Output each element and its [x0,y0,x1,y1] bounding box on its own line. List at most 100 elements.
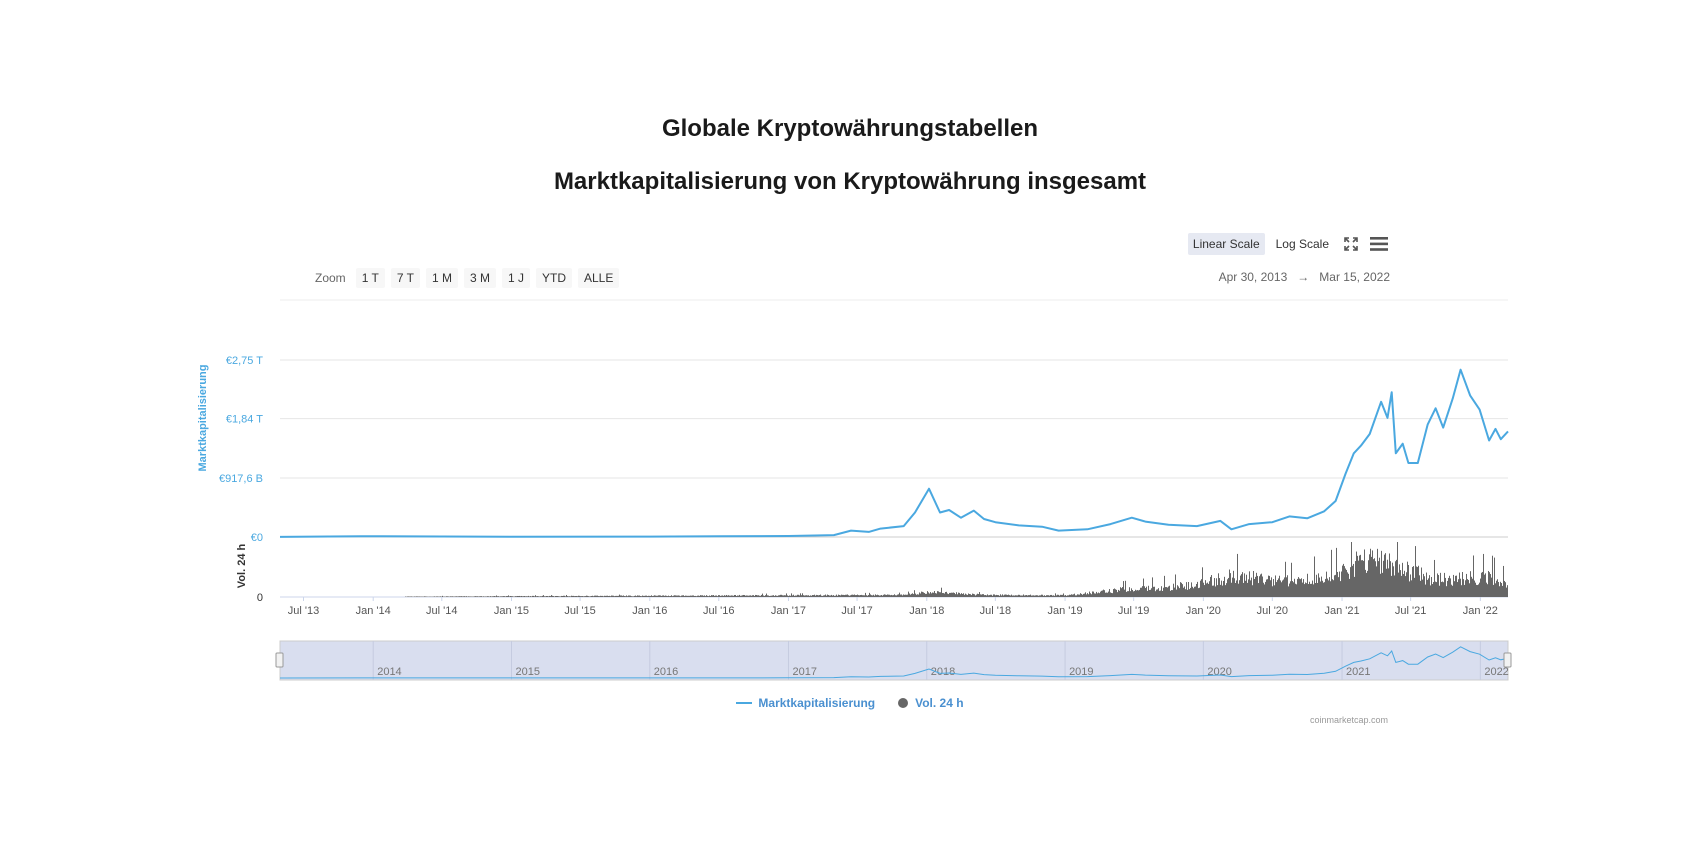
volume-bar [642,596,643,597]
volume-bar [1170,591,1171,597]
volume-bar [645,596,646,597]
volume-bar [763,596,764,597]
volume-bar [798,595,799,597]
volume-bar [1364,549,1365,597]
volume-bar [941,588,942,597]
volume-bar [735,595,736,597]
y-tick-label: €1,84 T [226,414,263,426]
volume-bar [1187,590,1188,597]
volume-bar [1215,586,1216,597]
volume-bar [971,595,972,597]
volume-bar [1018,595,1019,597]
volume-bar [1493,585,1494,597]
volume-bar [849,596,850,597]
volume-bar [1266,580,1267,597]
volume-bar [1219,578,1220,597]
volume-bar [1404,571,1405,597]
chart-credits[interactable]: coinmarketcap.com [1310,715,1388,725]
volume-bar [623,595,624,597]
volume-bar [619,595,620,597]
volume-bar [1222,586,1223,597]
navigator-label: 2015 [516,666,540,678]
volume-bar [1118,590,1119,597]
volume-bar [957,594,958,597]
volume-bar [1386,569,1387,597]
volume-bar [1381,551,1382,597]
volume-bar [1325,579,1326,597]
volume-bar [1403,574,1404,597]
volume-bar [614,596,615,597]
volume-bar [1146,587,1147,597]
volume-bar [1100,592,1101,597]
navigator-handle-right[interactable] [1504,653,1511,667]
volume-bar [1050,595,1051,597]
volume-bar [768,596,769,597]
volume-bar [727,596,728,597]
x-tick-label: Jul '18 [980,605,1011,617]
volume-bar [605,596,606,597]
navigator-label: 2021 [1346,666,1370,678]
volume-bar [633,596,634,597]
volume-bar [761,595,762,597]
volume-bar [1500,582,1501,597]
volume-bar [1369,554,1370,597]
volume-bar [659,595,660,597]
volume-bar [546,596,547,597]
volume-bar [1480,579,1481,597]
volume-bar [528,596,529,597]
volume-bar [969,594,970,597]
volume-bar [1236,580,1237,597]
volume-bar [521,596,522,597]
legend-item-market-cap[interactable]: Marktkapitalisierung [736,696,875,710]
volume-bar [1307,574,1308,597]
volume-bar [878,595,879,597]
volume-bar [792,595,793,597]
volume-bar [1083,594,1084,597]
volume-bar [1484,575,1485,597]
volume-bar [436,596,437,597]
volume-bar [883,595,884,597]
volume-bar [783,595,784,597]
legend-item-volume[interactable]: Vol. 24 h [897,696,963,710]
volume-bar [897,595,898,597]
volume-bar [914,590,915,597]
volume-bar [820,595,821,597]
volume-bar [481,596,482,597]
volume-bar [1475,583,1476,597]
volume-bar [1032,595,1033,597]
volume-bar [1267,579,1268,597]
volume-bar [1010,595,1011,597]
volume-bar [1140,588,1141,597]
volume-bar [558,596,559,597]
volume-bar [1116,590,1117,597]
volume-bar [1133,591,1134,597]
x-tick-label: Jan '14 [356,605,391,617]
volume-bar [810,595,811,597]
volume-bar [1429,575,1430,597]
volume-bar [765,595,766,597]
navigator-label: 2022 [1484,666,1508,678]
volume-bar [754,596,755,597]
navigator-handle-left[interactable] [276,653,283,667]
volume-bar [1373,559,1374,597]
volume-bar [674,595,675,597]
volume-bar [656,596,657,597]
navigator-window[interactable] [280,641,1508,680]
legend-label-volume: Vol. 24 h [915,696,963,710]
volume-bar [1405,576,1406,597]
volume-bar [968,594,969,597]
volume-bar [662,596,663,597]
volume-bar [740,596,741,597]
volume-bar [1145,588,1146,597]
volume-bar [557,596,558,597]
volume-bar [1292,581,1293,597]
volume-bar [1124,590,1125,597]
volume-bar [1169,586,1170,597]
x-tick-label: Jul '16 [703,605,734,617]
volume-bar [483,596,484,597]
volume-bar [1076,595,1077,597]
volume-bar [772,595,773,597]
volume-bar [1168,586,1169,597]
volume-bar [411,596,412,597]
volume-bar [993,594,994,597]
